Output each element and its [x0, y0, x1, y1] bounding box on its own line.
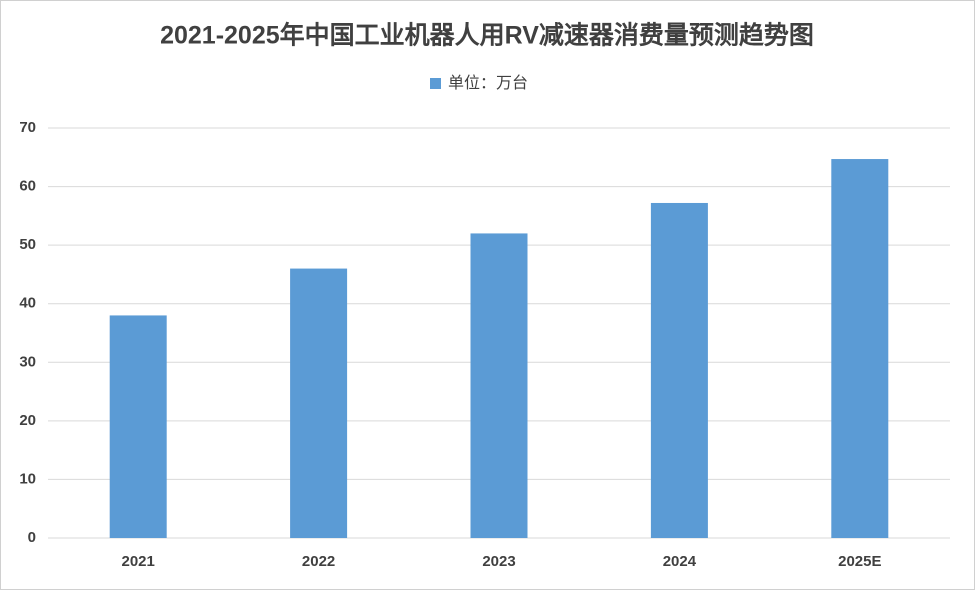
- chart-title: 2021-2025年中国工业机器人用RV减速器消费量预测趋势图: [160, 21, 814, 50]
- x-tick-label: 2021: [122, 553, 155, 570]
- legend-swatch: [430, 78, 441, 89]
- y-tick-label: 60: [19, 178, 36, 195]
- y-tick-label: 30: [19, 353, 36, 370]
- bar: [470, 233, 528, 538]
- x-tick-label: 2023: [482, 553, 515, 570]
- y-tick-label: 40: [19, 295, 36, 312]
- bar: [109, 315, 167, 538]
- y-tick-label: 70: [19, 119, 36, 136]
- x-tick-label: 2022: [302, 553, 335, 570]
- legend-label: 单位：万台: [448, 74, 528, 92]
- y-tick-label: 0: [28, 529, 36, 546]
- bar: [290, 268, 348, 538]
- x-tick-label: 2024: [663, 553, 697, 570]
- y-tick-label: 20: [19, 412, 36, 429]
- bar: [831, 159, 889, 539]
- x-tick-label: 2025E: [838, 553, 881, 570]
- y-tick-label: 50: [19, 236, 36, 253]
- y-tick-label: 10: [19, 470, 36, 487]
- bar: [650, 202, 708, 538]
